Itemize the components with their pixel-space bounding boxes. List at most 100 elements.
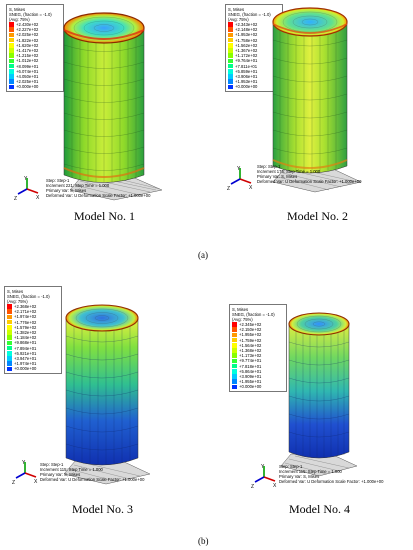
legend-row: +1.955e+02	[232, 332, 284, 337]
legend-swatch	[228, 22, 233, 27]
cylinder-model-3	[63, 304, 151, 485]
legend-row: +2.171e+02	[7, 309, 59, 314]
legend-avg: (Avg: 75%)	[232, 317, 253, 322]
info-step: Step: Step-1	[279, 464, 303, 469]
info-primary: Primary Var: S, Mises	[257, 174, 298, 179]
legend-swatch	[9, 43, 14, 48]
legend-value: +1.012e+02	[16, 58, 39, 64]
axis-z-label: Z	[227, 186, 230, 192]
info-primary: Primary Var: S, Mises	[46, 188, 87, 193]
legend-swatch	[9, 22, 14, 27]
axis-triad-icon: Y X Z	[251, 464, 277, 490]
legend-swatch	[232, 374, 237, 379]
legend-swatch	[9, 74, 14, 79]
subfigure-label-b: (b)	[198, 536, 209, 546]
legend-value: +0.000e+00	[235, 84, 258, 90]
legend-model-4: S, Mises SNEG, (fraction = -1.0) (Avg: 7…	[229, 304, 287, 393]
subfigure-label-a: (a)	[198, 250, 208, 260]
model-label: Model No. 2	[287, 209, 348, 223]
legend-value: +1.173e+02	[239, 353, 262, 359]
legend-value: +2.025e+01	[16, 79, 39, 85]
legend-swatch	[9, 48, 14, 53]
legend-swatch	[232, 348, 237, 353]
legend-value: +1.562e+02	[235, 42, 258, 48]
info-increment: Increment 115: Step Time = 1.000	[279, 469, 342, 474]
legend-avg: (Avg: 75%)	[7, 299, 28, 304]
legend-swatch	[9, 53, 14, 59]
info-increment: Increment 221: Step Time = 1.000	[46, 183, 110, 188]
legend-swatch	[7, 366, 12, 372]
legend-swatch	[232, 327, 237, 333]
legend-model-1: S, Mises SNEG, (fraction = -1.0) (Avg: 7…	[6, 4, 64, 93]
legend-swatch	[232, 332, 237, 338]
legend-swatch	[7, 319, 12, 325]
axis-y-label: Y	[24, 176, 28, 182]
cylinder-model-2	[272, 7, 362, 193]
legend-value: +1.953e+01	[235, 79, 258, 85]
legend-row: +8.099e+01	[9, 64, 61, 69]
axis-x-label: X	[34, 479, 38, 485]
legend-swatch	[7, 304, 12, 309]
legend-value: +1.822e+02	[16, 37, 39, 43]
legend-row: +0.000e+00	[228, 84, 280, 89]
legend-value: +3.947e+01	[14, 355, 37, 361]
legend-section: SNEG, (fraction = -1.0)	[7, 294, 50, 299]
legend-swatch	[232, 322, 237, 327]
legend-section: SNEG, (fraction = -1.0)	[232, 312, 275, 317]
cylinder-model-1	[63, 12, 163, 201]
legend-value: +3.909e+01	[239, 373, 262, 379]
legend-row: +5.859e+01	[228, 69, 280, 74]
legend-value: +1.953e+02	[235, 32, 258, 38]
legend-row: +1.215e+02	[9, 53, 61, 58]
legend-swatch	[7, 330, 12, 335]
legend-value: +2.171e+02	[14, 309, 37, 315]
axis-triad-icon: Y X Z	[14, 176, 40, 202]
legend-value: +5.864e+01	[239, 368, 262, 374]
legend-value: +5.921e+01	[14, 350, 37, 356]
legend-value: +5.859e+01	[235, 68, 258, 74]
legend-swatch	[9, 79, 14, 84]
legend-row: +1.620e+02	[9, 43, 61, 48]
panel-model-1: S, Mises SNEG, (fraction = -1.0) (Avg: 7…	[0, 0, 206, 223]
legend-swatch	[232, 368, 237, 374]
legend-value: +1.974e+02	[14, 314, 37, 320]
legend-value: +1.367e+02	[235, 48, 258, 54]
legend-swatch	[228, 63, 233, 69]
legend-value: +1.776e+02	[14, 319, 37, 325]
legend-row: +2.025e+01	[9, 79, 61, 84]
legend-swatch	[9, 63, 14, 69]
axis-y-label: Y	[261, 464, 265, 470]
model-label: Model No. 3	[72, 502, 133, 516]
legend-value: +4.050e+01	[16, 73, 39, 79]
axis-y-label: Y	[237, 166, 241, 172]
legend-swatch	[228, 43, 233, 48]
legend-value: +2.148e+02	[235, 27, 258, 33]
legend-value: +2.150e+02	[239, 327, 262, 333]
analysis-info: Step: Step-1 Increment 221: Step Time = …	[46, 178, 150, 198]
legend-row: +1.564e+02	[232, 343, 284, 348]
legend-avg: (Avg: 75%)	[9, 17, 30, 22]
legend-section: SNEG, (fraction = -1.0)	[9, 12, 52, 17]
legend-row: +1.173e+02	[232, 353, 284, 358]
legend-entries: +2.430e+02 +2.227e+02 +2.025e+02 +1.822e+02…	[9, 22, 61, 89]
legend-value: +1.759e+02	[239, 337, 262, 343]
legend-swatch	[228, 53, 233, 59]
cylinder-model-4	[280, 312, 358, 477]
legend-swatch	[228, 79, 233, 84]
legend-row: +1.367e+02	[228, 48, 280, 53]
legend-swatch	[228, 58, 233, 64]
legend-row: +1.184e+02	[7, 335, 59, 340]
legend-var: S, Mises	[232, 307, 249, 312]
legend-value: +1.172e+02	[235, 53, 258, 59]
legend-value: +7.818e+01	[239, 363, 262, 369]
legend-value: +1.215e+02	[16, 53, 39, 59]
legend-row: +9.764e+01	[228, 58, 280, 63]
axis-y-label: Y	[22, 460, 26, 466]
legend-swatch	[9, 27, 14, 33]
legend-value: +2.345e+02	[239, 322, 262, 328]
legend-swatch	[232, 337, 237, 343]
legend-row: +1.974e+02	[7, 314, 59, 319]
legend-row: +2.343e+02	[228, 22, 280, 27]
legend-value: +0.000e+00	[239, 384, 262, 390]
legend-swatch	[9, 68, 14, 74]
